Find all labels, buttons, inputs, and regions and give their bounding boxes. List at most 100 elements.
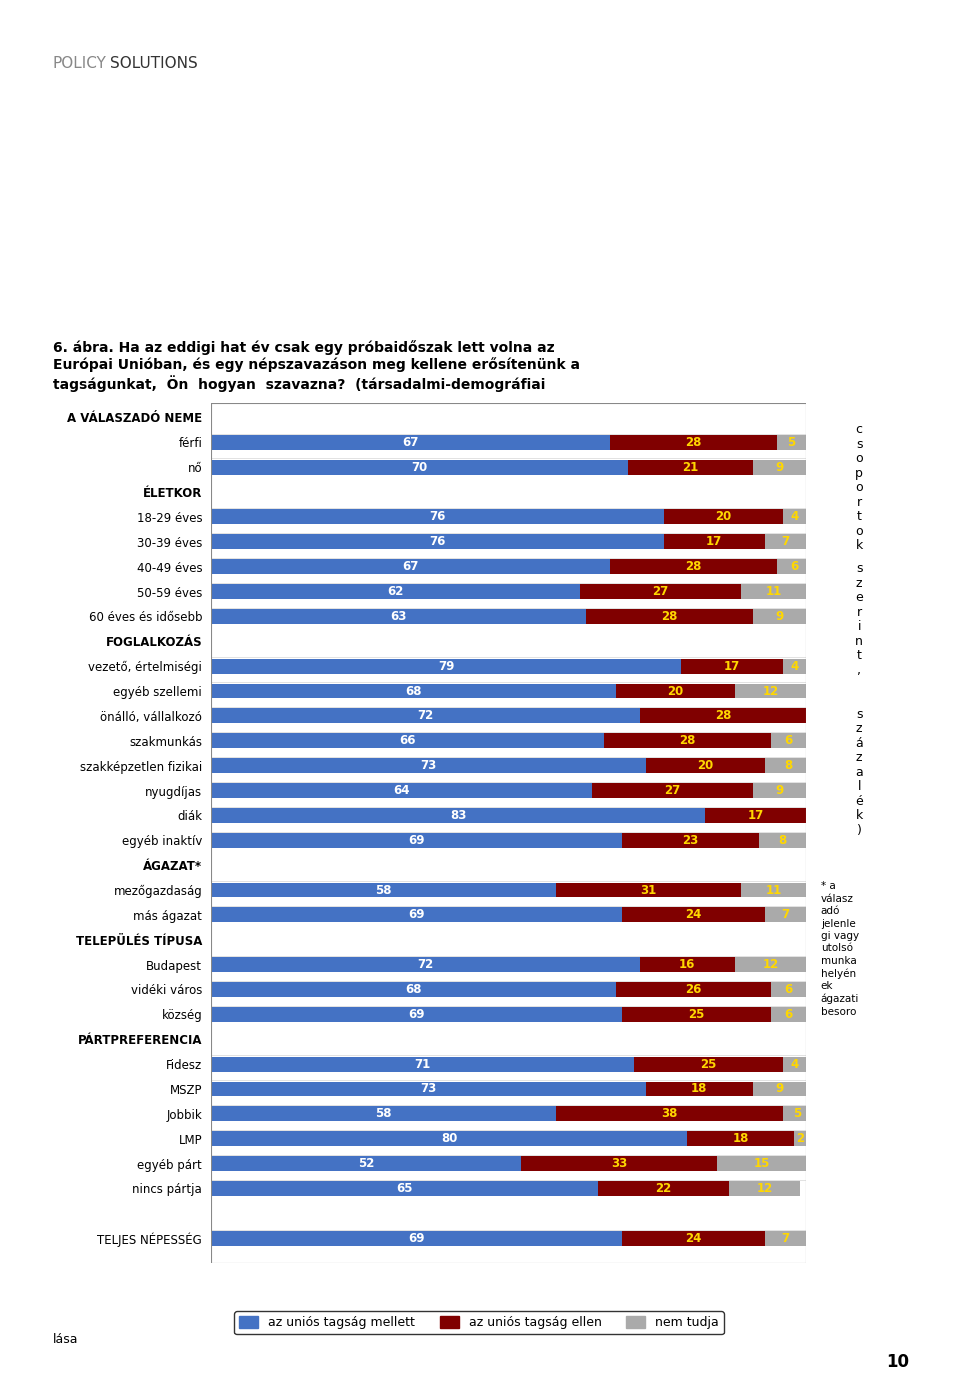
- Bar: [729, 1181, 801, 1196]
- Text: 18: 18: [691, 1083, 708, 1095]
- Bar: [557, 883, 741, 898]
- Bar: [639, 958, 735, 972]
- Text: 26: 26: [685, 983, 702, 997]
- Legend: az uniós tagság mellett, az uniós tagság ellen, nem tudja: az uniós tagság mellett, az uniós tagság…: [234, 1312, 724, 1334]
- Bar: [211, 534, 663, 550]
- Bar: [663, 534, 765, 550]
- Bar: [211, 1181, 598, 1196]
- Bar: [765, 908, 806, 923]
- Text: 64: 64: [394, 784, 410, 797]
- Bar: [604, 733, 771, 748]
- Bar: [211, 1106, 557, 1122]
- Text: 24: 24: [685, 908, 702, 922]
- Bar: [622, 833, 758, 848]
- Bar: [646, 758, 765, 773]
- Text: 5: 5: [793, 1108, 802, 1120]
- Text: 28: 28: [715, 709, 732, 722]
- Bar: [771, 1006, 806, 1022]
- Text: 7: 7: [781, 908, 790, 922]
- Text: 4: 4: [790, 659, 799, 673]
- Bar: [616, 983, 771, 997]
- Text: 68: 68: [405, 684, 421, 698]
- Text: 25: 25: [700, 1058, 716, 1070]
- Bar: [777, 434, 806, 450]
- Text: 58: 58: [375, 884, 392, 897]
- Text: 12: 12: [762, 684, 779, 698]
- Text: 62: 62: [388, 586, 404, 598]
- Text: 70: 70: [412, 461, 427, 473]
- Text: 4: 4: [790, 1058, 799, 1070]
- Bar: [735, 958, 806, 972]
- Bar: [634, 1056, 782, 1072]
- Bar: [211, 1231, 622, 1245]
- Bar: [211, 808, 706, 823]
- Text: 83: 83: [450, 809, 467, 822]
- Text: 25: 25: [688, 1008, 705, 1020]
- Bar: [211, 434, 610, 450]
- Bar: [211, 509, 663, 525]
- Text: 69: 69: [408, 908, 424, 922]
- Bar: [753, 1081, 806, 1097]
- Bar: [610, 434, 777, 450]
- Bar: [622, 908, 765, 923]
- Text: c
s
o
p
o
r
t
o
k: c s o p o r t o k: [855, 423, 863, 552]
- Text: 15: 15: [754, 1158, 770, 1170]
- Bar: [663, 509, 782, 525]
- Text: 52: 52: [358, 1158, 374, 1170]
- Text: 27: 27: [653, 586, 669, 598]
- Text: 28: 28: [685, 561, 702, 573]
- Text: s
z
á
z
a
l
é
k
): s z á z a l é k ): [855, 708, 863, 837]
- Text: 66: 66: [399, 734, 416, 747]
- Text: 68: 68: [405, 983, 421, 997]
- Bar: [211, 758, 646, 773]
- Bar: [211, 459, 628, 475]
- Bar: [211, 833, 622, 848]
- Text: 22: 22: [656, 1183, 672, 1195]
- Text: 20: 20: [667, 684, 684, 698]
- Bar: [771, 733, 806, 748]
- Text: 63: 63: [391, 609, 407, 623]
- Text: 69: 69: [408, 1231, 424, 1245]
- Text: 9: 9: [776, 609, 783, 623]
- Bar: [211, 908, 622, 923]
- Bar: [610, 559, 777, 575]
- Bar: [211, 1131, 687, 1146]
- Bar: [211, 883, 557, 898]
- Text: 76: 76: [429, 511, 445, 523]
- Text: 5: 5: [787, 436, 796, 448]
- Text: 6: 6: [784, 983, 793, 997]
- Text: 17: 17: [706, 536, 722, 548]
- Bar: [782, 1106, 812, 1122]
- Bar: [580, 584, 741, 600]
- Text: 67: 67: [402, 436, 419, 448]
- Text: 71: 71: [415, 1058, 431, 1070]
- Text: 12: 12: [756, 1183, 773, 1195]
- Text: 72: 72: [418, 709, 434, 722]
- Text: 69: 69: [408, 834, 424, 847]
- Bar: [211, 783, 592, 798]
- Text: lása: lása: [53, 1334, 79, 1346]
- Text: 6. ábra. Ha az eddigi hat év csak egy próbaidőszak lett volna az
Európai Unióban: 6. ábra. Ha az eddigi hat év csak egy pr…: [53, 340, 580, 391]
- Bar: [782, 659, 806, 673]
- Bar: [753, 609, 806, 623]
- Text: 76: 76: [429, 536, 445, 548]
- Bar: [765, 1231, 806, 1245]
- Bar: [211, 1156, 520, 1171]
- Text: 16: 16: [679, 958, 696, 972]
- Text: 24: 24: [685, 1231, 702, 1245]
- Text: 10: 10: [886, 1353, 909, 1371]
- Text: 73: 73: [420, 1083, 437, 1095]
- Bar: [782, 509, 806, 525]
- Text: 12: 12: [762, 958, 779, 972]
- Bar: [735, 683, 806, 698]
- Bar: [211, 1006, 622, 1022]
- Bar: [753, 459, 806, 475]
- Text: 58: 58: [375, 1108, 392, 1120]
- Text: SOLUTIONS: SOLUTIONS: [110, 56, 198, 71]
- Text: 33: 33: [611, 1158, 627, 1170]
- Bar: [211, 659, 682, 673]
- Bar: [211, 1056, 634, 1072]
- Bar: [587, 609, 753, 623]
- Bar: [211, 733, 604, 748]
- Text: 79: 79: [438, 659, 454, 673]
